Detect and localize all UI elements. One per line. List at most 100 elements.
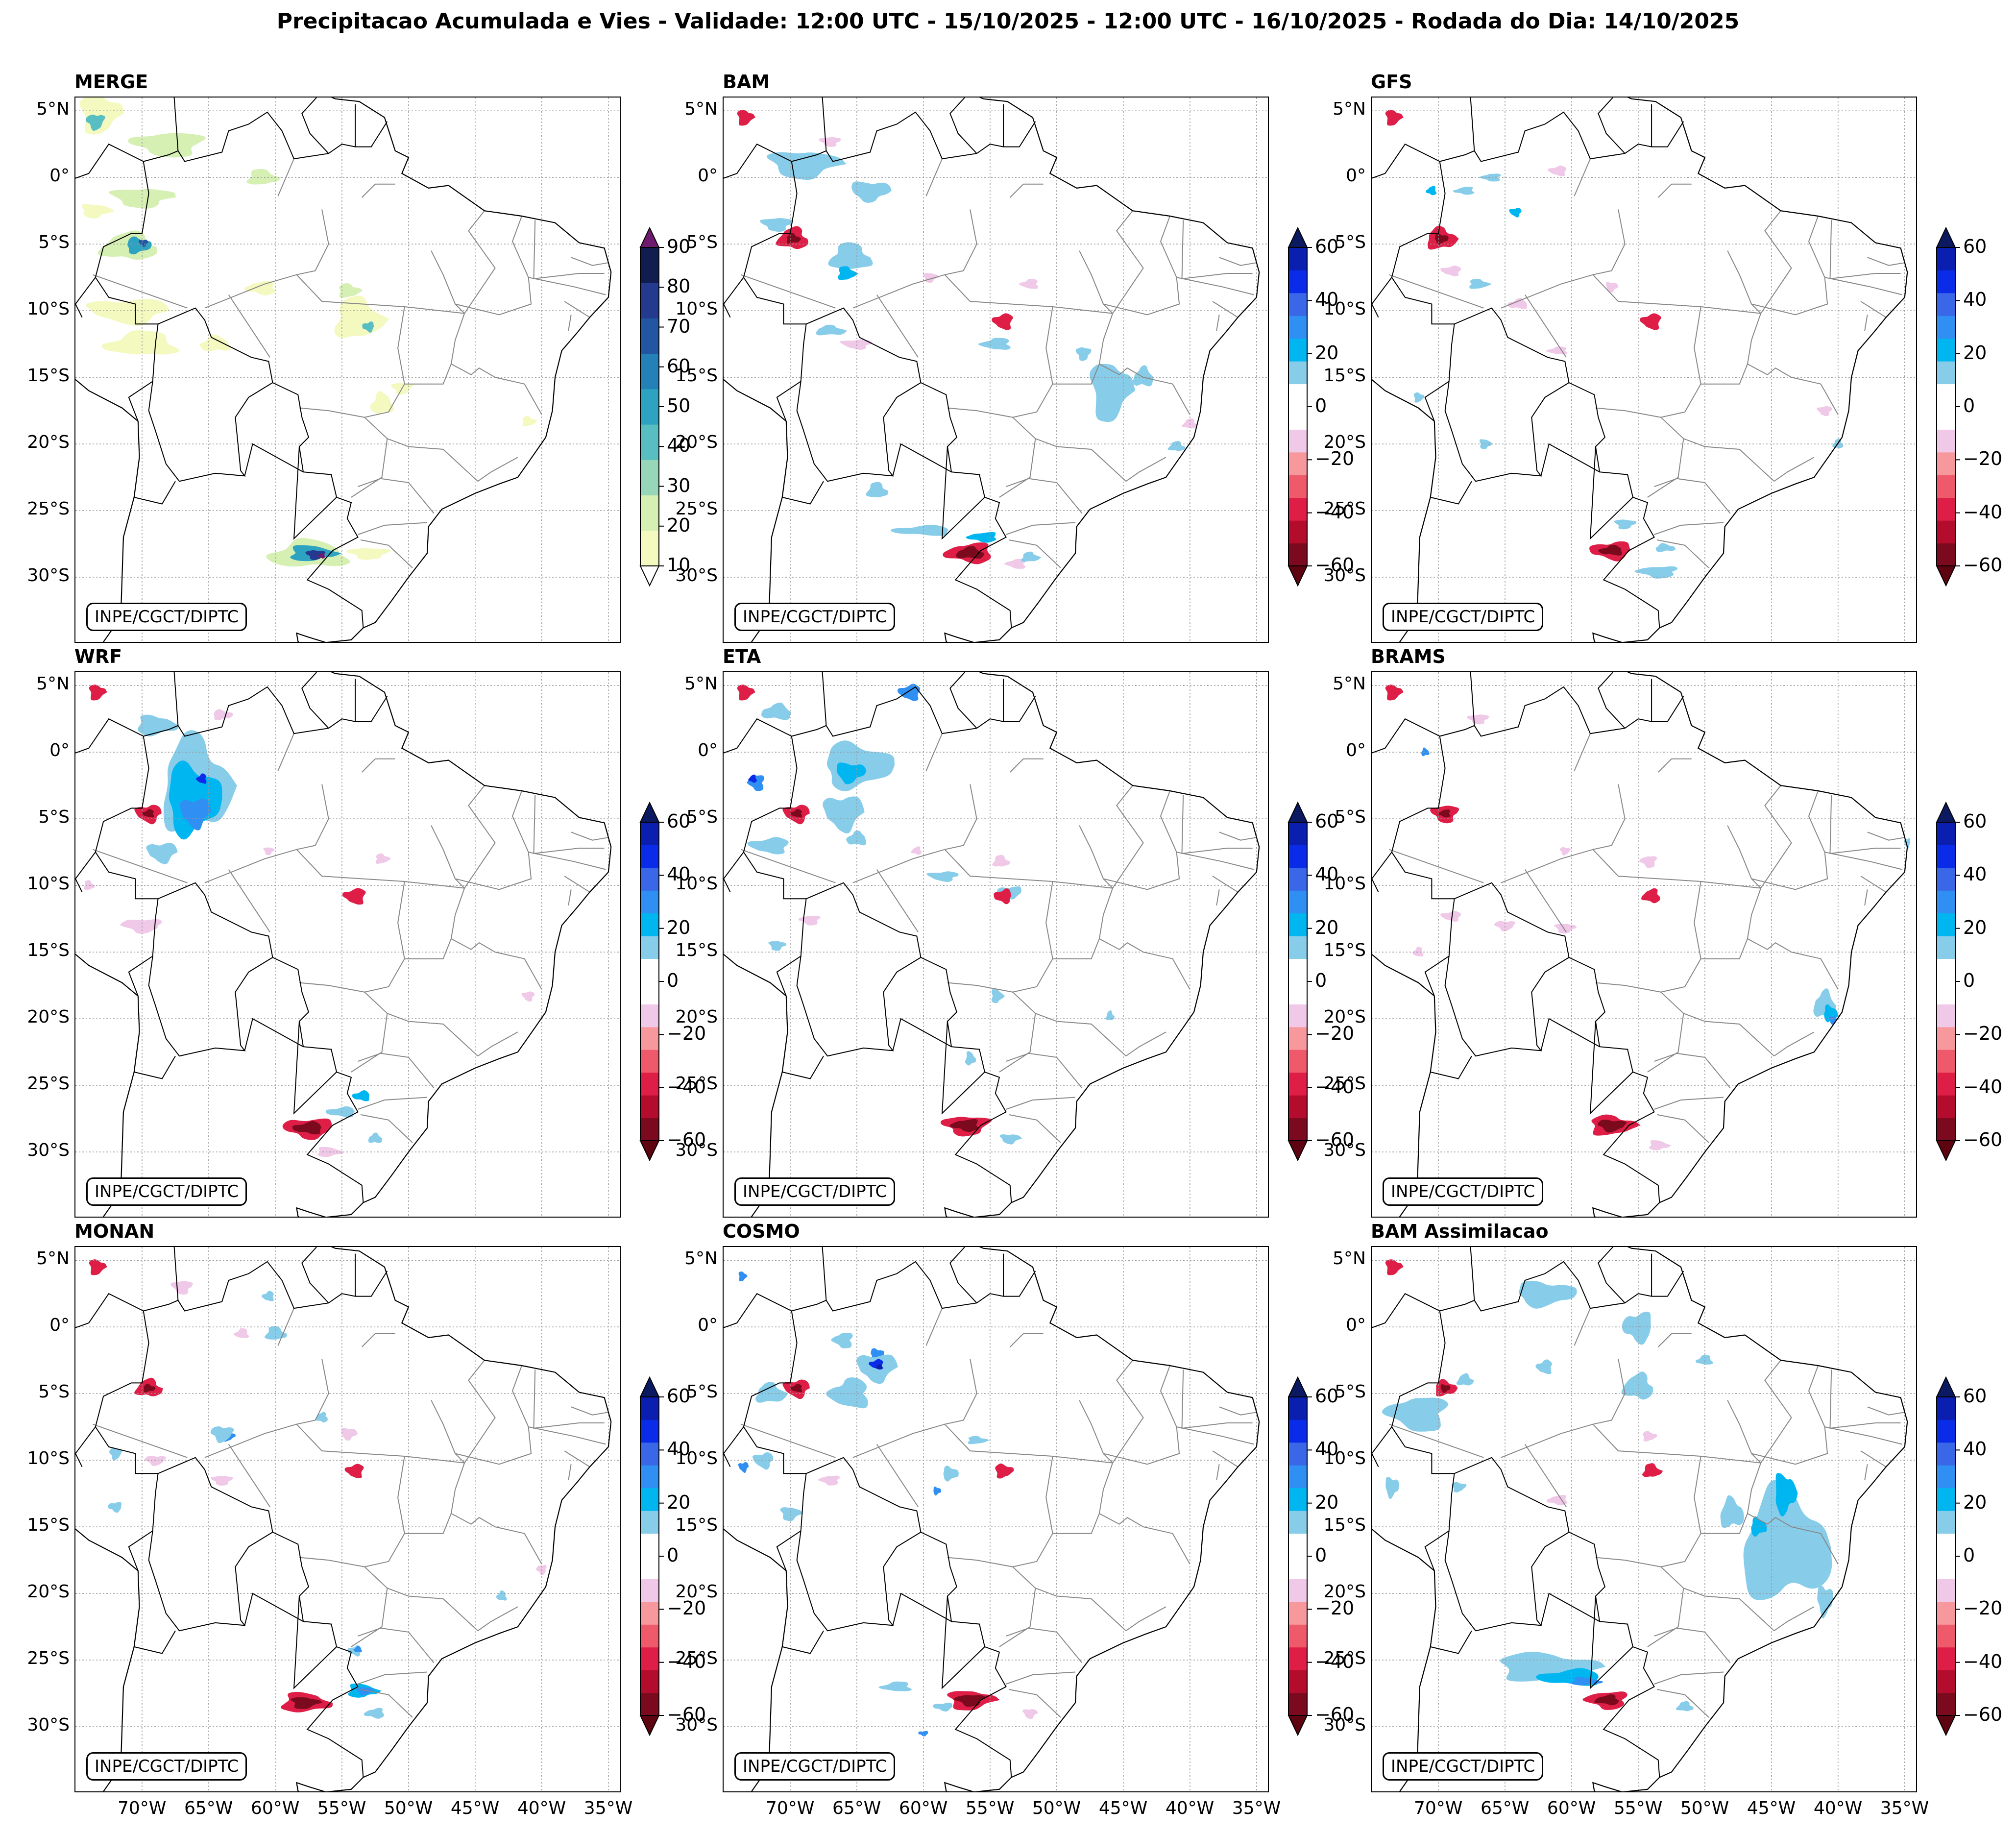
state-border (1389, 849, 1484, 883)
lat-tick-label: 10°S (1323, 874, 1366, 894)
country-border (148, 324, 273, 482)
country-borders (75, 672, 388, 1203)
lat-tick-label: 10°S (27, 1448, 70, 1469)
field-contour (748, 774, 757, 783)
colorbar-segment (1937, 867, 1955, 891)
state-border (1389, 1423, 1484, 1458)
state-border (1006, 522, 1076, 535)
state-border (1751, 1365, 1828, 1465)
colorbar-tick-label: 60 (1963, 1385, 1987, 1407)
colorbar-segment (1288, 1004, 1307, 1027)
lat-tick-label: 25°S (675, 499, 718, 519)
country-border (743, 277, 1012, 628)
country-border (782, 1630, 824, 1654)
field-contour (89, 1259, 107, 1275)
field-contour (1075, 347, 1092, 361)
coastline (75, 98, 612, 642)
coastline (75, 1247, 612, 1791)
country-border (1470, 672, 1475, 726)
country-border (1372, 277, 1392, 318)
state-border (876, 1443, 919, 1507)
panel-title: COSMO (723, 1221, 800, 1242)
colorbar-segment (1288, 270, 1307, 293)
state-border (1219, 257, 1257, 266)
field-contour (344, 1464, 364, 1479)
lon-tick-label: 50°W (384, 1798, 433, 1818)
field-contour (780, 1507, 803, 1521)
coastline (75, 672, 612, 1217)
field-contour (109, 1448, 122, 1461)
state-border (1683, 438, 1774, 482)
field-contours (89, 1259, 547, 1719)
field-contour (1775, 1473, 1798, 1517)
field-contour (1509, 207, 1522, 218)
lat-tick-label: 20°S (675, 432, 718, 453)
field-contour (752, 1452, 774, 1470)
lat-tick-label: 30°S (1323, 565, 1366, 586)
colorbar-svg (1936, 801, 1960, 1162)
lat-tick-label: 15°S (675, 940, 718, 961)
credit-label: INPE/CGCT/DIPTC (86, 1177, 247, 1206)
country-border (244, 1018, 304, 1051)
country-border (743, 852, 1012, 1203)
country-border (743, 111, 1036, 278)
field-contour (85, 114, 105, 131)
graticule (1372, 672, 1916, 1217)
field-contour (265, 1326, 287, 1340)
state-border (358, 1097, 428, 1110)
colorbar-tick-label: 60 (1315, 236, 1339, 257)
country-border (244, 1592, 304, 1626)
lat-tick-label: 20°S (27, 432, 70, 453)
state-border (1829, 1369, 1901, 1429)
colorbar-segment (1937, 270, 1955, 293)
lat-tick-label: 5°S (38, 807, 70, 828)
field-contour (761, 702, 791, 720)
state-border (404, 825, 465, 959)
country-border (941, 446, 985, 540)
lon-tick-label: 65°W (184, 1798, 233, 1818)
colorbar-segment (1937, 1050, 1955, 1073)
field-contour (353, 1646, 362, 1652)
state-border (477, 1031, 518, 1057)
country-border (1372, 1426, 1392, 1467)
country-border (95, 277, 364, 628)
field-contour (370, 391, 394, 414)
state-border (228, 294, 270, 358)
state-border (1006, 478, 1083, 514)
field-contour (196, 773, 207, 784)
colorbar-segment (640, 1692, 659, 1716)
country-border (724, 143, 792, 179)
colorbar-segment (1937, 1027, 1955, 1050)
colorbar-segment (1937, 1397, 1955, 1420)
country-border (1424, 955, 1450, 997)
colorbar-segment (1937, 384, 1955, 407)
country-border (949, 1247, 977, 1303)
field-contour (522, 416, 537, 427)
country-border (743, 686, 1036, 853)
colorbar-segment (640, 1095, 659, 1119)
field-contour (199, 334, 231, 351)
field-contour (768, 941, 787, 951)
colorbar-segment (1937, 316, 1955, 339)
state-border (1574, 733, 1591, 771)
state-border (1657, 183, 1692, 198)
country-border (293, 1021, 337, 1115)
coastline (1372, 98, 1908, 642)
field-contour (141, 809, 154, 818)
country-border (134, 1630, 176, 1654)
country-borders (1372, 1247, 1684, 1778)
graticule (724, 1247, 1268, 1791)
field-contour (747, 775, 764, 791)
colorbar: 60 40 20 0 −20 −40 −60 (1278, 1372, 1371, 1745)
lat-tick-label: 0° (1346, 1315, 1366, 1336)
field-contour (356, 1687, 374, 1695)
state-border (1008, 1688, 1061, 1718)
field-contour (760, 218, 794, 232)
country-border (1372, 1293, 1440, 1328)
field-contour (145, 1456, 166, 1467)
field-contour (1554, 924, 1577, 934)
field-contour (898, 684, 921, 701)
state-border (1035, 438, 1126, 482)
lon-tick-label: 65°W (1480, 1798, 1530, 1818)
field-contour (818, 1475, 840, 1486)
